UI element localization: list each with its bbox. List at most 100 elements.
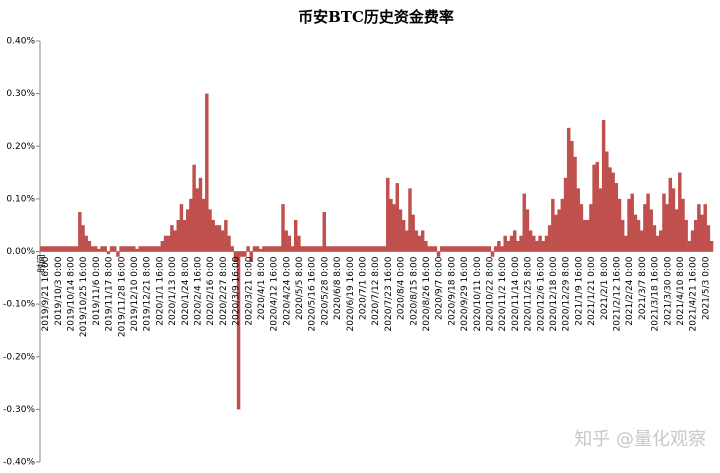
- x-tick-label: 2021/2/24 0:00: [625, 256, 635, 325]
- bar: [649, 209, 653, 252]
- bar: [297, 235, 301, 252]
- bar: [693, 219, 698, 252]
- bar: [40, 246, 44, 252]
- bar: [224, 219, 228, 252]
- bar: [144, 246, 149, 252]
- bar: [259, 248, 263, 252]
- bar: [87, 240, 92, 252]
- bar: [220, 230, 225, 252]
- bar: [459, 246, 463, 252]
- bar: [706, 225, 711, 252]
- bar: [274, 246, 279, 252]
- bar: [255, 246, 260, 252]
- bar: [474, 246, 479, 252]
- bar: [681, 198, 685, 252]
- bar: [351, 246, 355, 252]
- x-tick-label: 2021/4/10 8:00: [676, 256, 686, 325]
- bar: [465, 246, 469, 252]
- bar: [684, 219, 688, 252]
- bar: [93, 246, 98, 252]
- bar: [611, 172, 615, 252]
- bar: [43, 246, 47, 252]
- bar: [493, 246, 498, 252]
- bar: [481, 246, 485, 252]
- bar: [513, 230, 517, 252]
- bar: [49, 246, 53, 252]
- bar: [500, 246, 504, 252]
- bar: [370, 246, 374, 252]
- bar: [170, 225, 174, 252]
- bar: [636, 219, 641, 252]
- bar: [468, 246, 473, 252]
- x-tick-label: 2020/4/12 16:00: [270, 256, 280, 331]
- bar: [525, 209, 530, 252]
- bar: [192, 164, 196, 252]
- bar: [573, 156, 577, 252]
- bar: [420, 230, 425, 252]
- bar: [313, 246, 317, 252]
- bar: [563, 177, 568, 252]
- bar: [217, 225, 222, 252]
- bar: [306, 246, 311, 252]
- chart-title: 币安BTC历史资金费率: [298, 8, 454, 26]
- bar: [46, 246, 50, 252]
- bar: [544, 235, 549, 252]
- x-tick-label: 2020/8/26 16:00: [422, 256, 432, 331]
- x-tick-label: 2020/6/8 8:00: [333, 256, 343, 320]
- bar: [141, 246, 146, 252]
- bar: [532, 235, 536, 252]
- bar: [595, 162, 600, 252]
- bar: [598, 188, 603, 252]
- bar: [646, 193, 650, 252]
- bar: [373, 246, 377, 252]
- bar: [227, 235, 231, 252]
- bar: [630, 193, 634, 252]
- bar: [582, 219, 587, 252]
- y-tick-label: 0.10%: [6, 194, 35, 204]
- bar: [605, 151, 609, 252]
- bar: [309, 246, 314, 252]
- bar: [176, 219, 180, 252]
- bar: [551, 198, 555, 252]
- x-tick-label: 2019/12/21 8:00: [143, 256, 153, 331]
- bar: [81, 225, 85, 252]
- bar: [614, 183, 619, 252]
- bar: [160, 240, 165, 252]
- bar: [455, 246, 460, 252]
- bar: [430, 246, 434, 252]
- x-tick-label: 2020/12/29 8:00: [562, 256, 572, 331]
- x-tick-label: 2019/10/14 8:00: [66, 256, 76, 331]
- x-tick-label: 2019/12/10 0:00: [130, 256, 140, 331]
- bar: [547, 225, 552, 252]
- bar: [354, 246, 358, 252]
- x-tick-label: 2020/12/6 16:00: [536, 256, 546, 331]
- bar: [471, 246, 476, 252]
- bar: [678, 172, 682, 252]
- x-tick-label: 2019/11/28 16:00: [117, 256, 127, 337]
- bar: [179, 204, 184, 252]
- x-tick-label: 2021/3/18 16:00: [651, 256, 661, 331]
- x-tick-label: 2020/3/21 0:00: [244, 256, 254, 325]
- bar: [503, 235, 507, 252]
- bar: [208, 209, 212, 252]
- y-tick-label: -0.30%: [3, 405, 35, 415]
- bar: [265, 246, 269, 252]
- x-tick-label: 2021/2/12 16:00: [613, 256, 623, 331]
- bar: [589, 204, 593, 252]
- bar: [484, 246, 488, 252]
- bar: [119, 246, 123, 252]
- bar: [446, 246, 450, 252]
- bar: [363, 246, 368, 252]
- bar: [271, 246, 276, 252]
- bar: [246, 246, 250, 252]
- bar: [528, 230, 533, 252]
- bar: [405, 230, 409, 252]
- bar: [379, 246, 384, 252]
- x-tick-label: 2020/2/4 16:00: [193, 256, 203, 325]
- y-tick-label: -0.20%: [3, 352, 35, 362]
- bar: [116, 251, 120, 257]
- y-tick-label: 0.20%: [6, 142, 35, 152]
- bar: [109, 246, 114, 252]
- bar: [84, 235, 88, 252]
